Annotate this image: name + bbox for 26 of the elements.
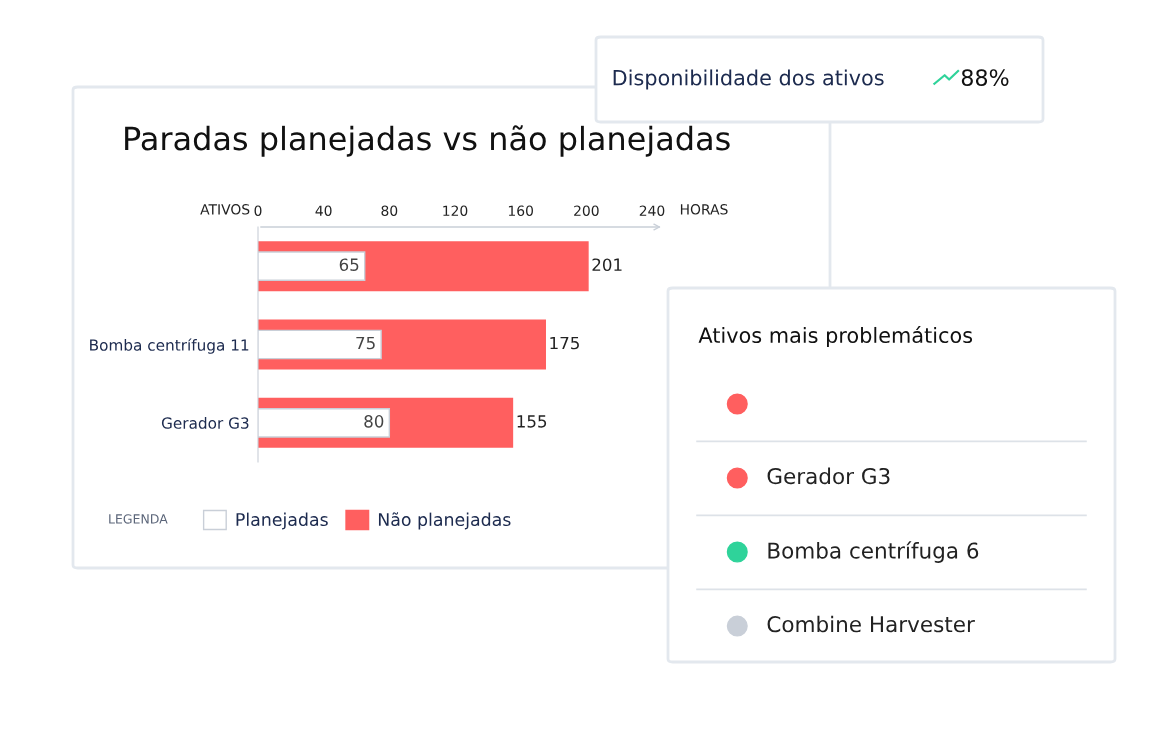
data-label: 65 (339, 258, 359, 271)
x-tick-label: 200 (574, 205, 599, 216)
legend-title: LEGENDA (109, 514, 168, 524)
y-axis-title: ATIVOS (200, 204, 250, 215)
legend-label: Não planejadas (378, 512, 511, 530)
text: Disponibilidade dos ativos (613, 69, 884, 90)
legend-label: Planejadas (236, 512, 328, 530)
data-label: 175 (550, 336, 579, 350)
x-tick-label: 160 (508, 205, 533, 216)
text: Ativos mais problemáticos (698, 326, 973, 348)
x-tick-label: 80 (381, 205, 398, 216)
x-tick-label: 0 (254, 205, 262, 216)
text: 88% (961, 69, 1009, 86)
x-tick-label: 40 (315, 205, 332, 216)
data-label: 75 (356, 336, 375, 350)
data-label: 155 (517, 415, 547, 428)
x-axis-title: HORAS (680, 204, 728, 215)
x-tick-label: 120 (443, 205, 468, 216)
category-label: Gerador G3 (767, 467, 890, 485)
category-label: Bomba centrífuga 6 (768, 541, 979, 563)
data-label: 201 (592, 258, 622, 271)
chart-title: Paradas planejadas vs não planejadas (125, 125, 730, 157)
category-label: Combine Harvester (767, 615, 975, 633)
data-label: 80 (364, 415, 384, 428)
y-tick-label: Bomba centrífuga 11 (90, 338, 249, 354)
x-tick-label: 240 (639, 205, 665, 216)
